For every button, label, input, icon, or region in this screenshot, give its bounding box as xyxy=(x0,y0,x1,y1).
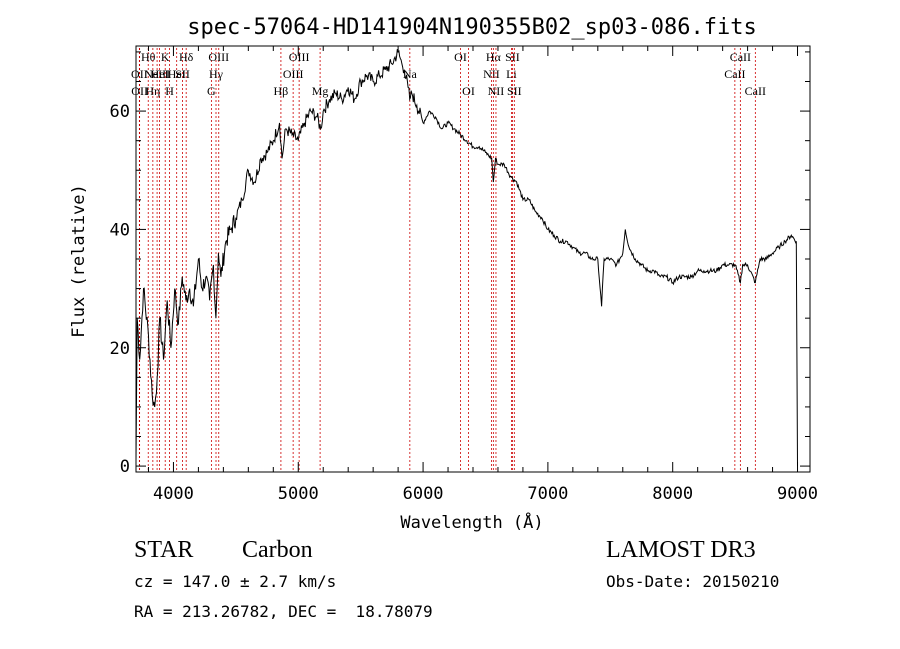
line-marker-label: SII xyxy=(507,84,522,98)
coordinates: RA = 213.26782, DEC = 18.78079 xyxy=(134,602,433,621)
x-tick-label: 8000 xyxy=(652,484,693,504)
spectrum-line xyxy=(135,49,798,467)
line-marker-label: Li xyxy=(506,67,517,81)
line-marker-label: OII xyxy=(131,84,148,98)
line-marker-label: Mg xyxy=(312,84,329,98)
x-tick-label: 6000 xyxy=(403,484,444,504)
axis-ticks: 4000 5000 6000 7000 8000 9000 0 20 40 60 xyxy=(110,46,818,504)
line-marker-label: H xyxy=(165,84,174,98)
line-marker-label: CaII xyxy=(724,67,745,81)
x-tick-label: 7000 xyxy=(527,484,568,504)
observation-date: Obs-Date: 20150210 xyxy=(606,572,780,591)
line-marker-label: G xyxy=(207,84,216,98)
line-marker-label: OI xyxy=(462,84,475,98)
line-marker-label: Hθ xyxy=(141,50,156,64)
line-marker-label: OI xyxy=(454,50,467,64)
line-marker-label: OIII xyxy=(289,50,310,64)
y-axis-label: Flux (relative) xyxy=(69,184,89,338)
line-marker-label: Hβ xyxy=(274,84,289,98)
line-marker-label: OIII xyxy=(283,67,304,81)
x-tick-label: 5000 xyxy=(278,484,319,504)
line-marker-label: Hη xyxy=(145,84,160,98)
y-tick-label: 40 xyxy=(110,220,130,240)
line-marker-label: NeIII xyxy=(144,67,170,81)
line-marker-label: Hγ xyxy=(209,67,224,81)
line-marker-label: SII xyxy=(175,67,190,81)
line-markers: OIIOIIHθHηNeIIIHeIKHHeISIIHδGHγOIIIHβOII… xyxy=(131,48,766,472)
line-marker-label: Hα xyxy=(486,50,502,64)
line-marker-label: HeI xyxy=(151,67,169,81)
object-class: STAR xyxy=(134,537,194,563)
x-tick-label: 4000 xyxy=(153,484,194,504)
y-tick-label: 20 xyxy=(110,339,130,359)
line-marker-label: HeI xyxy=(168,67,186,81)
line-marker-label: SII xyxy=(505,50,520,64)
line-marker-label: CaII xyxy=(730,50,751,64)
line-marker-label: K xyxy=(161,50,170,64)
plot-frame xyxy=(135,45,811,473)
chart-title: spec-57064-HD141904N190355B02_sp03-086.f… xyxy=(187,15,757,40)
y-tick-label: 0 xyxy=(120,457,130,477)
x-axis-label: Wavelength (Å) xyxy=(400,511,543,533)
survey-label: LAMOST DR3 xyxy=(606,537,756,563)
x-tick-label: 9000 xyxy=(777,484,818,504)
redshift-velocity: cz = 147.0 ± 2.7 km/s xyxy=(134,572,337,591)
line-marker-label: Hδ xyxy=(179,50,194,64)
line-marker-label: OIII xyxy=(208,50,229,64)
line-marker-label: CaII xyxy=(745,84,766,98)
y-tick-label: 60 xyxy=(110,102,130,122)
object-subclass: Carbon xyxy=(242,537,313,563)
line-marker-label: NII xyxy=(483,67,500,81)
line-marker-label: NII xyxy=(488,84,505,98)
